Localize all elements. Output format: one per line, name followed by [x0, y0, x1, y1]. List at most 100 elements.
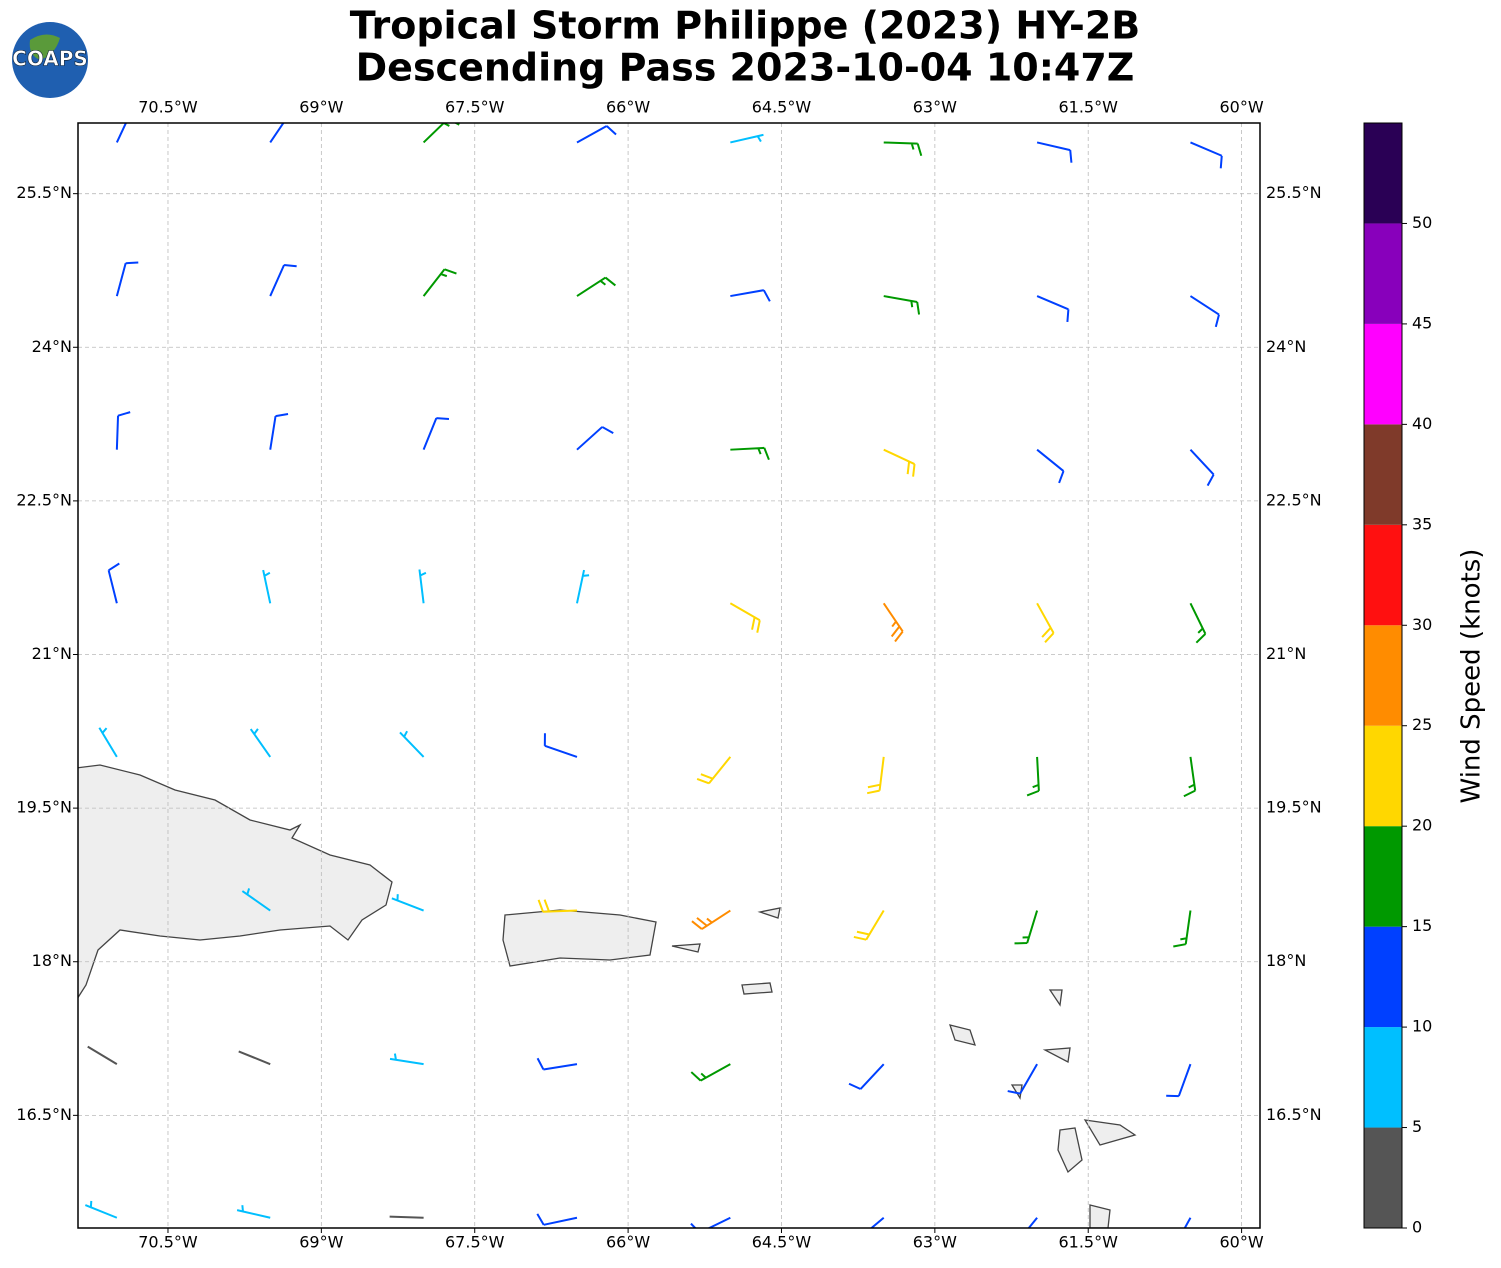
- wind-barb: [730, 289, 771, 302]
- wind-barb: [115, 261, 139, 297]
- wind-barb: [1183, 756, 1197, 798]
- wind-barb: [1007, 1063, 1038, 1095]
- x-tick-label: 66°W: [606, 98, 650, 117]
- x-tick-label: 67.5°W: [445, 1233, 505, 1252]
- colorbar-segment: [1364, 826, 1402, 927]
- small-islands: [949, 989, 1111, 1228]
- x-tick-label: 70.5°W: [138, 98, 198, 117]
- colorbar-segment: [1364, 223, 1402, 324]
- logo: COAPS: [12, 22, 88, 98]
- wind-barb: [576, 426, 614, 451]
- colorbar-tick-label: 50: [1412, 213, 1432, 232]
- wind-barb: [107, 562, 120, 604]
- wind-barb: [1036, 448, 1065, 484]
- x-tick-label: 60°W: [1220, 1233, 1264, 1252]
- wind-barb: [115, 411, 131, 450]
- y-tick-label: 24°N: [1266, 337, 1306, 356]
- x-tick-label: 70.5°W: [138, 1233, 198, 1252]
- y-tick-label: 21°N: [1266, 644, 1306, 663]
- colorbar-tick-label: 40: [1412, 414, 1432, 433]
- y-tick-label: 22.5°N: [1266, 490, 1322, 509]
- wind-barb: [98, 727, 118, 758]
- x-tick-label: 64.5°W: [752, 98, 812, 117]
- wind-barb: [418, 569, 427, 604]
- wind-barb: [238, 1050, 271, 1066]
- wind-barb: [536, 1057, 578, 1071]
- colorbar-segment: [1364, 926, 1402, 1028]
- wind-barb: [730, 446, 770, 461]
- x-tick-label: 61.5°W: [1058, 1233, 1118, 1252]
- wind-barb: [84, 1200, 118, 1219]
- wind-barb: [537, 899, 578, 913]
- wind-barb: [1027, 1217, 1038, 1228]
- wind-barb: [576, 276, 617, 297]
- x-tick-label: 69°W: [299, 1233, 343, 1252]
- wind-barb: [543, 733, 578, 758]
- wind-barb: [1183, 1217, 1192, 1228]
- x-tick-label: 63°W: [913, 98, 957, 117]
- wind-barb: [869, 1216, 885, 1228]
- chart-subtitle: Descending Pass 2023-10-04 10:47Z: [356, 46, 1135, 90]
- wind-barb: [115, 123, 128, 143]
- colorbar-tick-label: 5: [1412, 1117, 1422, 1136]
- wind-barb: [853, 910, 885, 941]
- colorbar-tick-label: 45: [1412, 313, 1432, 332]
- colorbar-segment: [1364, 1127, 1402, 1228]
- wind-barb: [690, 1216, 731, 1228]
- y-tick-label: 24°N: [32, 337, 72, 356]
- colorbar-segment: [1364, 625, 1402, 726]
- land: [78, 764, 1137, 1228]
- guadeloupe: [1057, 1119, 1137, 1174]
- y-tick-label: 21°N: [32, 644, 72, 663]
- wind-barb: [883, 141, 923, 157]
- wind-barb: [1026, 756, 1040, 797]
- wind-barb: [389, 1053, 424, 1066]
- x-tick-label: 66°W: [606, 1233, 650, 1252]
- y-tick-label: 16.5°N: [16, 1105, 72, 1124]
- colorbar-tick-label: 0: [1412, 1218, 1422, 1237]
- y-tick-label: 18°N: [1266, 951, 1306, 970]
- y-tick-label: 25.5°N: [16, 183, 72, 202]
- wind-barb: [269, 123, 285, 144]
- y-tick-label: 19.5°N: [1266, 798, 1322, 817]
- wind-barb: [1189, 602, 1207, 644]
- wind-barb: [236, 1205, 271, 1219]
- colorbar-label: Wind Speed (knots): [1457, 549, 1487, 804]
- wind-barb: [87, 1045, 118, 1065]
- wind-barb: [883, 295, 921, 315]
- y-tick-label: 16.5°N: [1266, 1105, 1322, 1124]
- wind-barb: [576, 125, 617, 144]
- logo-text: COAPS: [12, 47, 88, 71]
- puerto-rico: [502, 909, 657, 967]
- colorbar-frame: [1363, 122, 1403, 1229]
- colorbar-segment: [1364, 123, 1402, 224]
- colorbar-segment: [1364, 323, 1402, 425]
- wind-barb: [729, 602, 761, 633]
- wind-barbs: [84, 123, 1223, 1228]
- colorbar-tick-label: 20: [1412, 816, 1432, 835]
- x-tick-label: 60°W: [1220, 98, 1264, 117]
- wind-barb: [1014, 910, 1039, 945]
- x-tick-label: 63°W: [913, 1233, 957, 1252]
- wind-barb: [1189, 449, 1215, 487]
- wind-barb: [848, 1063, 885, 1090]
- colorbar-tick-label: 15: [1412, 916, 1432, 935]
- wind-barb: [249, 728, 272, 758]
- colorbar-segment: [1364, 524, 1402, 626]
- colorbar: 0 5 10 15 20 25 30 35 40 45 50: [1363, 122, 1432, 1237]
- x-tick-label: 69°W: [299, 98, 343, 117]
- y-tick-label: 19.5°N: [16, 798, 72, 817]
- colorbar-tick-label: 35: [1412, 514, 1432, 533]
- map-frame: [77, 122, 1261, 1229]
- colorbar-tick-label: 30: [1412, 615, 1432, 634]
- wind-barb: [269, 413, 289, 450]
- wind-barb: [730, 133, 764, 144]
- logo-land: [29, 34, 60, 60]
- wind-barb: [1190, 141, 1223, 169]
- virgin-islands: [671, 907, 781, 995]
- colorbar-tick-label: 25: [1412, 715, 1432, 734]
- wind-barb: [391, 894, 424, 912]
- grid: [78, 123, 1260, 1228]
- wind-barb: [536, 1213, 578, 1226]
